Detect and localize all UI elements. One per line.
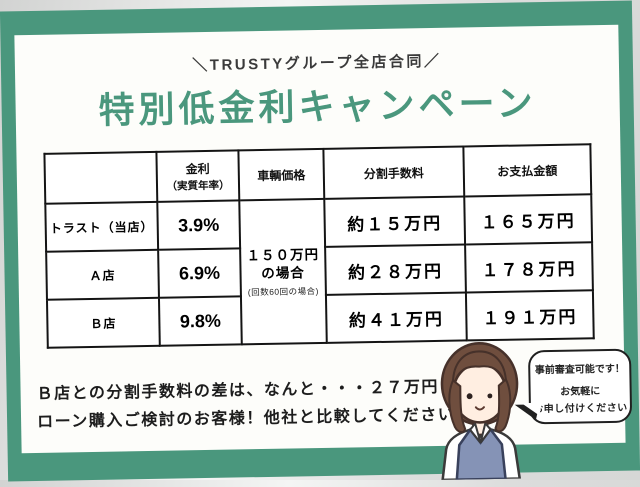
total-cell: １７８万円 [465, 242, 593, 293]
price-line1: １５０万円 [246, 246, 320, 263]
female-staff-illustration [440, 342, 522, 481]
total-cell: １９１万円 [465, 290, 594, 341]
page-title: 特別低金利キャンペーン [98, 82, 538, 131]
header-cell-store [44, 151, 158, 204]
comparison-table: 金利 （実質年率） 車輌価格 分割手数料 お支払金額 トラスト（当店） 3.9%… [43, 143, 594, 349]
rate-cell: 9.8% [158, 296, 242, 346]
bubble-line1: 事前審査可能です！ [534, 363, 625, 377]
rate-header-line2: （実質年率） [166, 179, 230, 193]
header-cell-price: 車輌価格 [238, 148, 325, 201]
store-name-cell: Ｂ店 [46, 297, 160, 348]
rate-cell: 6.9% [158, 248, 241, 298]
store-name-cell: トラスト（当店） [45, 201, 159, 252]
fee-cell: 約２８万円 [325, 244, 466, 295]
rate-cell: 3.9% [157, 200, 241, 250]
price-note: (回数60回の場合) [247, 285, 320, 297]
fee-cell: 約４１万円 [325, 292, 467, 343]
speech-bubble: 事前審査可能です！ お気軽に お申し付けください [512, 348, 633, 425]
header-cell-rate: 金利 （実質年率） [156, 150, 240, 202]
header-cell-fee: 分割手数料 [323, 146, 465, 199]
vehicle-price-cell: １５０万円 の場合 (回数60回の場合) [239, 198, 327, 345]
footer-message: Ｂ店との分割手数料の差は、なんと・・・２７万円！ ローン購入ご検討のお客様！他社… [36, 373, 472, 436]
fee-cell: 約１５万円 [324, 196, 466, 247]
bubble-line3: お申し付けください [533, 402, 628, 416]
bubble-line2: お気軽に [560, 386, 601, 398]
price-line2: の場合 [261, 264, 305, 281]
header-cell-total: お支払金額 [463, 144, 592, 197]
rate-header-line1: 金利 [185, 161, 210, 176]
store-name-cell: Ａ店 [46, 249, 159, 300]
total-cell: １６５万円 [464, 194, 593, 245]
